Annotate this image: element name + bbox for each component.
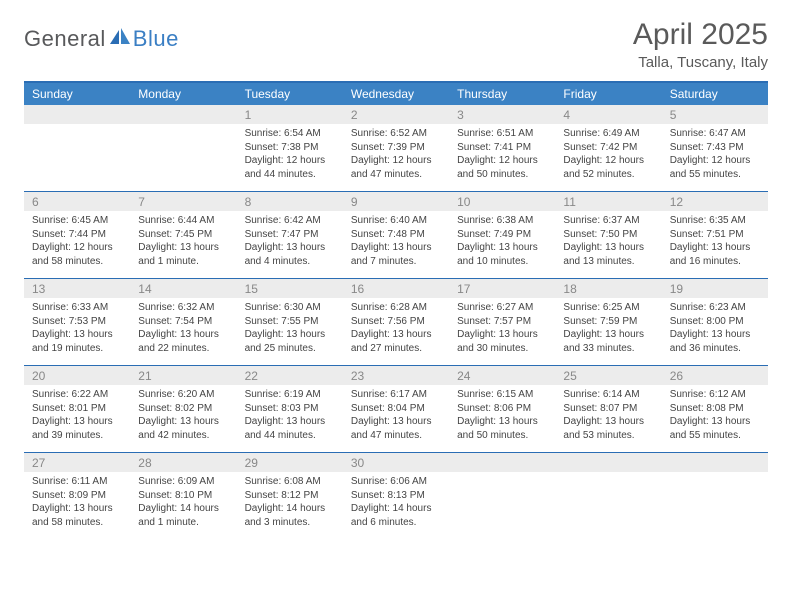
week-3-nums: 20 21 22 23 24 25 26 <box>24 366 768 386</box>
day-header-sun: Sunday <box>24 82 130 105</box>
daynum <box>555 453 661 473</box>
day-cell: Sunrise: 6:28 AMSunset: 7:56 PMDaylight:… <box>343 298 449 366</box>
week-1-nums: 6 7 8 9 10 11 12 <box>24 192 768 212</box>
day-cell: Sunrise: 6:14 AMSunset: 8:07 PMDaylight:… <box>555 385 661 453</box>
daynum <box>662 453 768 473</box>
day-cell: Sunrise: 6:54 AMSunset: 7:38 PMDaylight:… <box>237 124 343 192</box>
daynum <box>24 105 130 124</box>
daynum: 15 <box>237 279 343 299</box>
daynum: 3 <box>449 105 555 124</box>
day-header-sat: Saturday <box>662 82 768 105</box>
header: General Blue April 2025 Talla, Tuscany, … <box>24 18 768 71</box>
daynum: 25 <box>555 366 661 386</box>
day-cell: Sunrise: 6:33 AMSunset: 7:53 PMDaylight:… <box>24 298 130 366</box>
day-header-tue: Tuesday <box>237 82 343 105</box>
daynum: 17 <box>449 279 555 299</box>
month-title: April 2025 <box>633 18 768 52</box>
brand-sail-icon <box>110 28 130 51</box>
calendar-table: Sunday Monday Tuesday Wednesday Thursday… <box>24 81 768 539</box>
day-cell: Sunrise: 6:30 AMSunset: 7:55 PMDaylight:… <box>237 298 343 366</box>
day-cell: Sunrise: 6:40 AMSunset: 7:48 PMDaylight:… <box>343 211 449 279</box>
day-header-row: Sunday Monday Tuesday Wednesday Thursday… <box>24 82 768 105</box>
brand-name-2: Blue <box>133 26 179 52</box>
daynum: 24 <box>449 366 555 386</box>
week-2-nums: 13 14 15 16 17 18 19 <box>24 279 768 299</box>
day-cell: Sunrise: 6:37 AMSunset: 7:50 PMDaylight:… <box>555 211 661 279</box>
daynum: 20 <box>24 366 130 386</box>
week-0-nums: 1 2 3 4 5 <box>24 105 768 124</box>
daynum: 14 <box>130 279 236 299</box>
day-cell <box>662 472 768 539</box>
day-cell: Sunrise: 6:42 AMSunset: 7:47 PMDaylight:… <box>237 211 343 279</box>
calendar-page: General Blue April 2025 Talla, Tuscany, … <box>0 0 792 563</box>
day-cell: Sunrise: 6:25 AMSunset: 7:59 PMDaylight:… <box>555 298 661 366</box>
day-cell <box>130 124 236 192</box>
daynum: 1 <box>237 105 343 124</box>
day-cell: Sunrise: 6:22 AMSunset: 8:01 PMDaylight:… <box>24 385 130 453</box>
day-cell: Sunrise: 6:47 AMSunset: 7:43 PMDaylight:… <box>662 124 768 192</box>
daynum: 10 <box>449 192 555 212</box>
daynum: 29 <box>237 453 343 473</box>
daynum: 19 <box>662 279 768 299</box>
daynum: 11 <box>555 192 661 212</box>
day-cell: Sunrise: 6:15 AMSunset: 8:06 PMDaylight:… <box>449 385 555 453</box>
daynum: 9 <box>343 192 449 212</box>
day-cell: Sunrise: 6:06 AMSunset: 8:13 PMDaylight:… <box>343 472 449 539</box>
daynum: 4 <box>555 105 661 124</box>
day-cell: Sunrise: 6:12 AMSunset: 8:08 PMDaylight:… <box>662 385 768 453</box>
day-cell: Sunrise: 6:45 AMSunset: 7:44 PMDaylight:… <box>24 211 130 279</box>
daynum: 16 <box>343 279 449 299</box>
day-cell: Sunrise: 6:35 AMSunset: 7:51 PMDaylight:… <box>662 211 768 279</box>
day-header-fri: Friday <box>555 82 661 105</box>
daynum <box>449 453 555 473</box>
day-cell <box>555 472 661 539</box>
daynum <box>130 105 236 124</box>
daynum: 12 <box>662 192 768 212</box>
title-block: April 2025 Talla, Tuscany, Italy <box>633 18 768 71</box>
brand-name-1: General <box>24 26 106 52</box>
daynum: 27 <box>24 453 130 473</box>
day-cell: Sunrise: 6:49 AMSunset: 7:42 PMDaylight:… <box>555 124 661 192</box>
day-cell: Sunrise: 6:32 AMSunset: 7:54 PMDaylight:… <box>130 298 236 366</box>
daynum: 21 <box>130 366 236 386</box>
week-1-cells: Sunrise: 6:45 AMSunset: 7:44 PMDaylight:… <box>24 211 768 279</box>
day-cell: Sunrise: 6:27 AMSunset: 7:57 PMDaylight:… <box>449 298 555 366</box>
daynum: 18 <box>555 279 661 299</box>
day-header-thu: Thursday <box>449 82 555 105</box>
daynum: 22 <box>237 366 343 386</box>
daynum: 6 <box>24 192 130 212</box>
week-4-nums: 27 28 29 30 <box>24 453 768 473</box>
day-cell: Sunrise: 6:38 AMSunset: 7:49 PMDaylight:… <box>449 211 555 279</box>
daynum: 7 <box>130 192 236 212</box>
day-cell <box>449 472 555 539</box>
daynum: 26 <box>662 366 768 386</box>
week-3-cells: Sunrise: 6:22 AMSunset: 8:01 PMDaylight:… <box>24 385 768 453</box>
day-cell: Sunrise: 6:23 AMSunset: 8:00 PMDaylight:… <box>662 298 768 366</box>
day-cell: Sunrise: 6:17 AMSunset: 8:04 PMDaylight:… <box>343 385 449 453</box>
calendar-body: 1 2 3 4 5 Sunrise: 6:54 AMSunset: 7:38 P… <box>24 105 768 539</box>
day-header-wed: Wednesday <box>343 82 449 105</box>
daynum: 2 <box>343 105 449 124</box>
brand-logo: General Blue <box>24 26 179 52</box>
day-cell: Sunrise: 6:08 AMSunset: 8:12 PMDaylight:… <box>237 472 343 539</box>
day-cell: Sunrise: 6:44 AMSunset: 7:45 PMDaylight:… <box>130 211 236 279</box>
day-cell: Sunrise: 6:51 AMSunset: 7:41 PMDaylight:… <box>449 124 555 192</box>
location: Talla, Tuscany, Italy <box>633 54 768 71</box>
day-cell <box>24 124 130 192</box>
week-0-cells: Sunrise: 6:54 AMSunset: 7:38 PMDaylight:… <box>24 124 768 192</box>
daynum: 23 <box>343 366 449 386</box>
daynum: 30 <box>343 453 449 473</box>
week-2-cells: Sunrise: 6:33 AMSunset: 7:53 PMDaylight:… <box>24 298 768 366</box>
daynum: 5 <box>662 105 768 124</box>
daynum: 28 <box>130 453 236 473</box>
day-header-mon: Monday <box>130 82 236 105</box>
daynum: 13 <box>24 279 130 299</box>
day-cell: Sunrise: 6:52 AMSunset: 7:39 PMDaylight:… <box>343 124 449 192</box>
week-4-cells: Sunrise: 6:11 AMSunset: 8:09 PMDaylight:… <box>24 472 768 539</box>
day-cell: Sunrise: 6:19 AMSunset: 8:03 PMDaylight:… <box>237 385 343 453</box>
day-cell: Sunrise: 6:20 AMSunset: 8:02 PMDaylight:… <box>130 385 236 453</box>
daynum: 8 <box>237 192 343 212</box>
day-cell: Sunrise: 6:09 AMSunset: 8:10 PMDaylight:… <box>130 472 236 539</box>
day-cell: Sunrise: 6:11 AMSunset: 8:09 PMDaylight:… <box>24 472 130 539</box>
